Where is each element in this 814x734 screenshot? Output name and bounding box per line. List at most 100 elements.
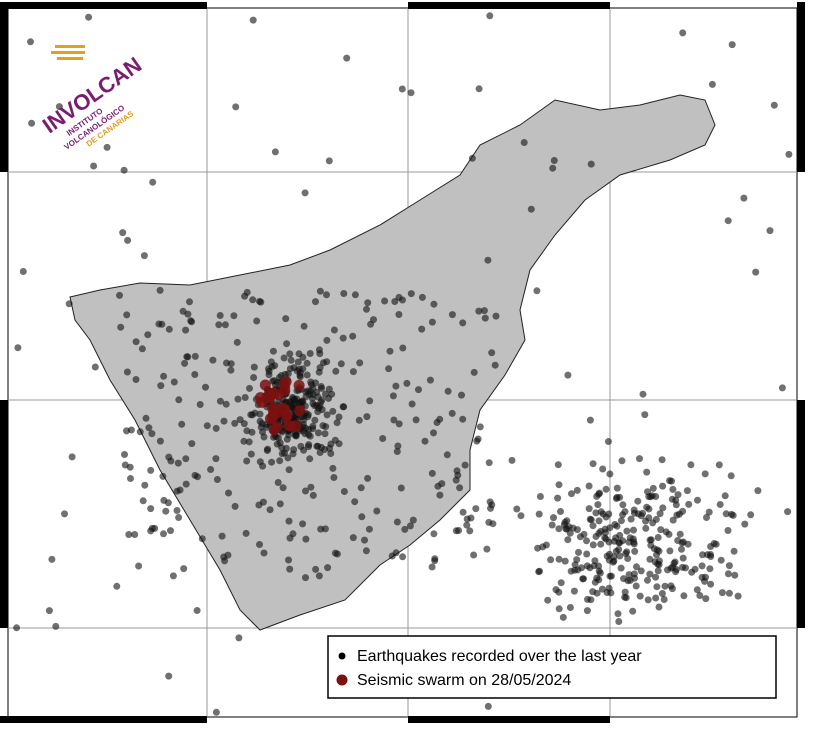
earthquake [555,525,563,533]
earthquake [323,336,331,344]
earthquake [544,596,552,604]
earthquake [13,624,21,632]
earthquake [167,527,174,535]
earthquake [191,371,199,378]
earthquake [149,178,157,186]
earthquake [282,444,290,452]
earthquake [52,622,60,630]
earthquake [188,440,196,448]
earthquake [162,507,170,515]
earthquake [399,296,406,304]
earthquake [234,395,242,403]
earthquake [309,491,317,499]
earthquake [486,12,494,20]
earthquake [28,119,36,127]
earthquake [678,545,685,553]
earthquake [299,398,307,406]
earthquake [619,501,627,509]
earthquake [549,164,557,172]
earthquake [487,504,494,512]
earthquake [160,372,168,380]
earthquake [564,536,572,544]
earthquake [606,470,614,478]
earthquake [587,160,595,168]
earthquake [135,562,143,570]
earthquake [165,453,173,461]
earthquake [594,501,602,509]
earthquake [233,338,241,346]
earthquake [220,417,228,425]
earthquake [466,527,474,535]
earthquake [563,525,571,533]
earthquake [132,376,140,383]
earthquake [706,565,714,573]
earthquake [248,411,256,419]
earthquake [182,480,190,488]
earthquake [306,455,314,463]
earthquake [340,488,348,495]
earthquake [701,470,709,478]
earthquake [339,334,347,342]
earthquake [202,383,209,391]
earthquake [784,508,792,516]
earthquake [428,318,436,326]
swarm-event [267,403,279,415]
earthquake [138,345,146,353]
earthquake [569,524,577,532]
earthquake [548,521,556,529]
earthquake [554,494,562,502]
earthquake [278,450,286,458]
earthquake [250,374,258,381]
earthquake [120,166,128,174]
earthquake [317,443,325,451]
earthquake [335,440,343,448]
earthquake [679,554,687,562]
earthquake [717,556,725,564]
earthquake [631,547,639,555]
earthquake [266,506,274,514]
earthquake [622,550,630,557]
earthquake [148,430,156,438]
earthquake [607,572,615,580]
swarm-event [273,389,285,401]
earthquake [124,236,132,244]
earthquake [188,318,196,326]
earthquake [191,352,199,360]
earthquake [362,547,370,555]
earthquake [158,320,166,328]
swarm-event [277,403,289,415]
earthquake [316,287,324,295]
earthquake [207,466,215,473]
earthquake [707,580,715,588]
earthquake [395,311,403,318]
earthquake [461,461,469,469]
earthquake [587,516,595,524]
earthquake [616,552,624,560]
earthquake [676,530,684,538]
earthquake [669,516,677,524]
earthquake [586,416,594,424]
earthquake [609,558,617,566]
earthquake [438,480,446,488]
earthquake [455,527,463,534]
earthquake [520,139,528,146]
earthquake [658,590,666,597]
earthquake [363,413,371,421]
earthquake [365,525,373,533]
earthquake [193,607,201,614]
earthquake [249,16,257,24]
earthquake [212,424,220,432]
earthquake [302,535,310,543]
earthquake [660,596,668,603]
earthquake [409,516,417,524]
earthquake [550,514,557,522]
earthquake [243,427,251,435]
earthquake [242,529,250,537]
earthquake [485,459,493,467]
earthquake [103,143,111,151]
earthquake [627,515,635,523]
earthquake [165,672,173,680]
earthquake [535,568,543,576]
earthquake [283,340,291,348]
earthquake [157,382,165,390]
